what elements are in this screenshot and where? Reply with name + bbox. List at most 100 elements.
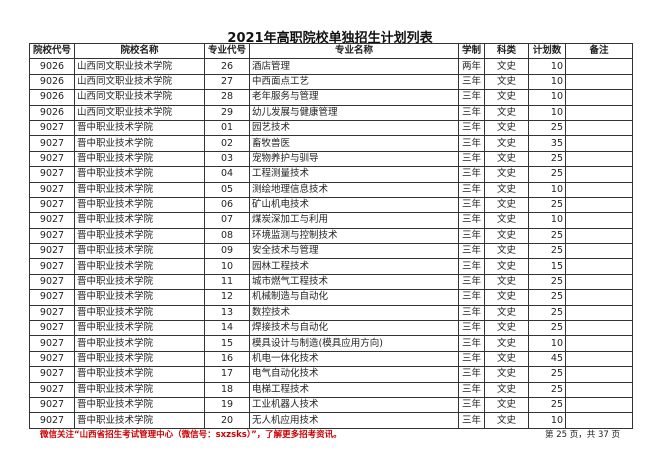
cell-remarks — [565, 396, 633, 414]
table-row: 9027 晋中职业技术学院 03 宠物养护与驯导 三年 文史 25 — [29, 150, 633, 168]
cell-school-code: 9027 — [29, 366, 75, 383]
cell-plan-count: 10 — [528, 73, 566, 91]
page-number: 第 25 页，共 37 页 — [545, 430, 620, 440]
cell-school-name: 山西同文职业技术学院 — [74, 58, 205, 75]
cell-duration: 三年 — [458, 196, 485, 214]
cell-major-code: 11 — [204, 273, 250, 291]
cell-major-code: 10 — [204, 258, 250, 275]
cell-remarks — [565, 381, 633, 398]
cell-duration: 三年 — [458, 304, 485, 322]
table-row: 9027 晋中职业技术学院 09 安全技术与管理 三年 文史 25 — [29, 243, 633, 260]
cell-category: 文史 — [484, 243, 529, 260]
cell-major-name: 环境监测与控制技术 — [249, 227, 459, 245]
table-row: 9026 山西同文职业技术学院 26 酒店管理 两年 文史 10 — [29, 58, 633, 75]
cell-remarks — [565, 89, 633, 106]
table-header-row: 院校代号 院校名称 专业代号 专业名称 学制 科类 计划数 备注 — [29, 42, 633, 60]
cell-remarks — [565, 212, 633, 229]
header-category: 科类 — [484, 42, 529, 60]
cell-duration: 三年 — [458, 73, 485, 91]
cell-major-code: 27 — [204, 73, 250, 91]
cell-major-code: 01 — [204, 119, 250, 137]
cell-major-name: 电气自动化技术 — [249, 366, 459, 383]
cell-major-name: 机电一体化技术 — [249, 350, 459, 368]
cell-major-name: 测绘地理信息技术 — [249, 181, 459, 198]
cell-category: 文史 — [484, 104, 529, 121]
cell-major-code: 04 — [204, 166, 250, 183]
cell-major-name: 电梯工程技术 — [249, 381, 459, 398]
cell-duration: 三年 — [458, 150, 485, 168]
table-row: 9027 晋中职业技术学院 06 矿山机电技术 三年 文史 25 — [29, 196, 633, 214]
cell-school-name: 晋中职业技术学院 — [74, 212, 205, 229]
cell-major-name: 酒店管理 — [249, 58, 459, 75]
cell-duration: 三年 — [458, 320, 485, 337]
cell-major-code: 05 — [204, 181, 250, 198]
cell-remarks — [565, 243, 633, 260]
cell-major-name: 城市燃气工程技术 — [249, 273, 459, 291]
cell-category: 文史 — [484, 366, 529, 383]
cell-major-code: 07 — [204, 212, 250, 229]
cell-major-name: 宠物养护与驯导 — [249, 150, 459, 168]
cell-duration: 三年 — [458, 366, 485, 383]
cell-major-name: 模具设计与制造(模具应用方向) — [249, 335, 459, 352]
cell-duration: 三年 — [458, 119, 485, 137]
cell-school-name: 晋中职业技术学院 — [74, 166, 205, 183]
table-row: 9027 晋中职业技术学院 04 工程测量技术 三年 文史 25 — [29, 166, 633, 183]
cell-school-code: 9027 — [29, 227, 75, 245]
cell-school-code: 9027 — [29, 196, 75, 214]
cell-plan-count: 10 — [528, 212, 566, 229]
cell-school-name: 晋中职业技术学院 — [74, 381, 205, 398]
page-title: 2021年高职院校单独招生计划列表 — [227, 31, 433, 46]
cell-school-code: 9027 — [29, 335, 75, 352]
cell-school-name: 晋中职业技术学院 — [74, 335, 205, 352]
cell-remarks — [565, 366, 633, 383]
cell-major-name: 畜牧兽医 — [249, 135, 459, 152]
header-school-name: 院校名称 — [74, 42, 205, 60]
header-remarks: 备注 — [565, 42, 633, 60]
cell-category: 文史 — [484, 412, 529, 429]
cell-duration: 三年 — [458, 412, 485, 429]
table-row: 9026 山西同文职业技术学院 28 老年服务与管理 三年 文史 10 — [29, 89, 633, 106]
cell-school-code: 9027 — [29, 166, 75, 183]
cell-major-code: 02 — [204, 135, 250, 152]
cell-school-code: 9027 — [29, 212, 75, 229]
cell-school-code: 9027 — [29, 350, 75, 368]
cell-duration: 三年 — [458, 181, 485, 198]
table-row: 9027 晋中职业技术学院 19 工业机器人技术 三年 文史 25 — [29, 396, 633, 414]
cell-duration: 三年 — [458, 227, 485, 245]
table-row: 9027 晋中职业技术学院 11 城市燃气工程技术 三年 文史 25 — [29, 273, 633, 291]
cell-school-name: 晋中职业技术学院 — [74, 150, 205, 168]
cell-major-name: 焊接技术与自动化 — [249, 320, 459, 337]
cell-school-name: 晋中职业技术学院 — [74, 181, 205, 198]
cell-category: 文史 — [484, 135, 529, 152]
cell-duration: 三年 — [458, 289, 485, 306]
cell-school-name: 晋中职业技术学院 — [74, 350, 205, 368]
cell-category: 文史 — [484, 166, 529, 183]
cell-category: 文史 — [484, 196, 529, 214]
cell-category: 文史 — [484, 181, 529, 198]
cell-school-code: 9027 — [29, 119, 75, 137]
table-row: 9027 晋中职业技术学院 01 园艺技术 三年 文史 25 — [29, 119, 633, 137]
cell-plan-count: 10 — [528, 58, 566, 75]
cell-plan-count: 45 — [528, 350, 566, 368]
cell-plan-count: 25 — [528, 304, 566, 322]
cell-plan-count: 25 — [528, 320, 566, 337]
cell-duration: 三年 — [458, 166, 485, 183]
cell-category: 文史 — [484, 73, 529, 91]
header-major-name: 专业名称 — [249, 42, 459, 60]
cell-major-code: 20 — [204, 412, 250, 429]
cell-school-name: 晋中职业技术学院 — [74, 273, 205, 291]
cell-remarks — [565, 104, 633, 121]
cell-duration: 三年 — [458, 243, 485, 260]
cell-remarks — [565, 227, 633, 245]
cell-remarks — [565, 304, 633, 322]
header-duration: 学制 — [458, 42, 485, 60]
cell-category: 文史 — [484, 258, 529, 275]
cell-school-code: 9027 — [29, 273, 75, 291]
cell-plan-count: 10 — [528, 412, 566, 429]
cell-school-code: 9027 — [29, 258, 75, 275]
cell-remarks — [565, 412, 633, 429]
table-row: 9027 晋中职业技术学院 02 畜牧兽医 三年 文史 35 — [29, 135, 633, 152]
table-row: 9027 晋中职业技术学院 16 机电一体化技术 三年 文史 45 — [29, 350, 633, 368]
cell-school-name: 晋中职业技术学院 — [74, 119, 205, 137]
cell-category: 文史 — [484, 350, 529, 368]
